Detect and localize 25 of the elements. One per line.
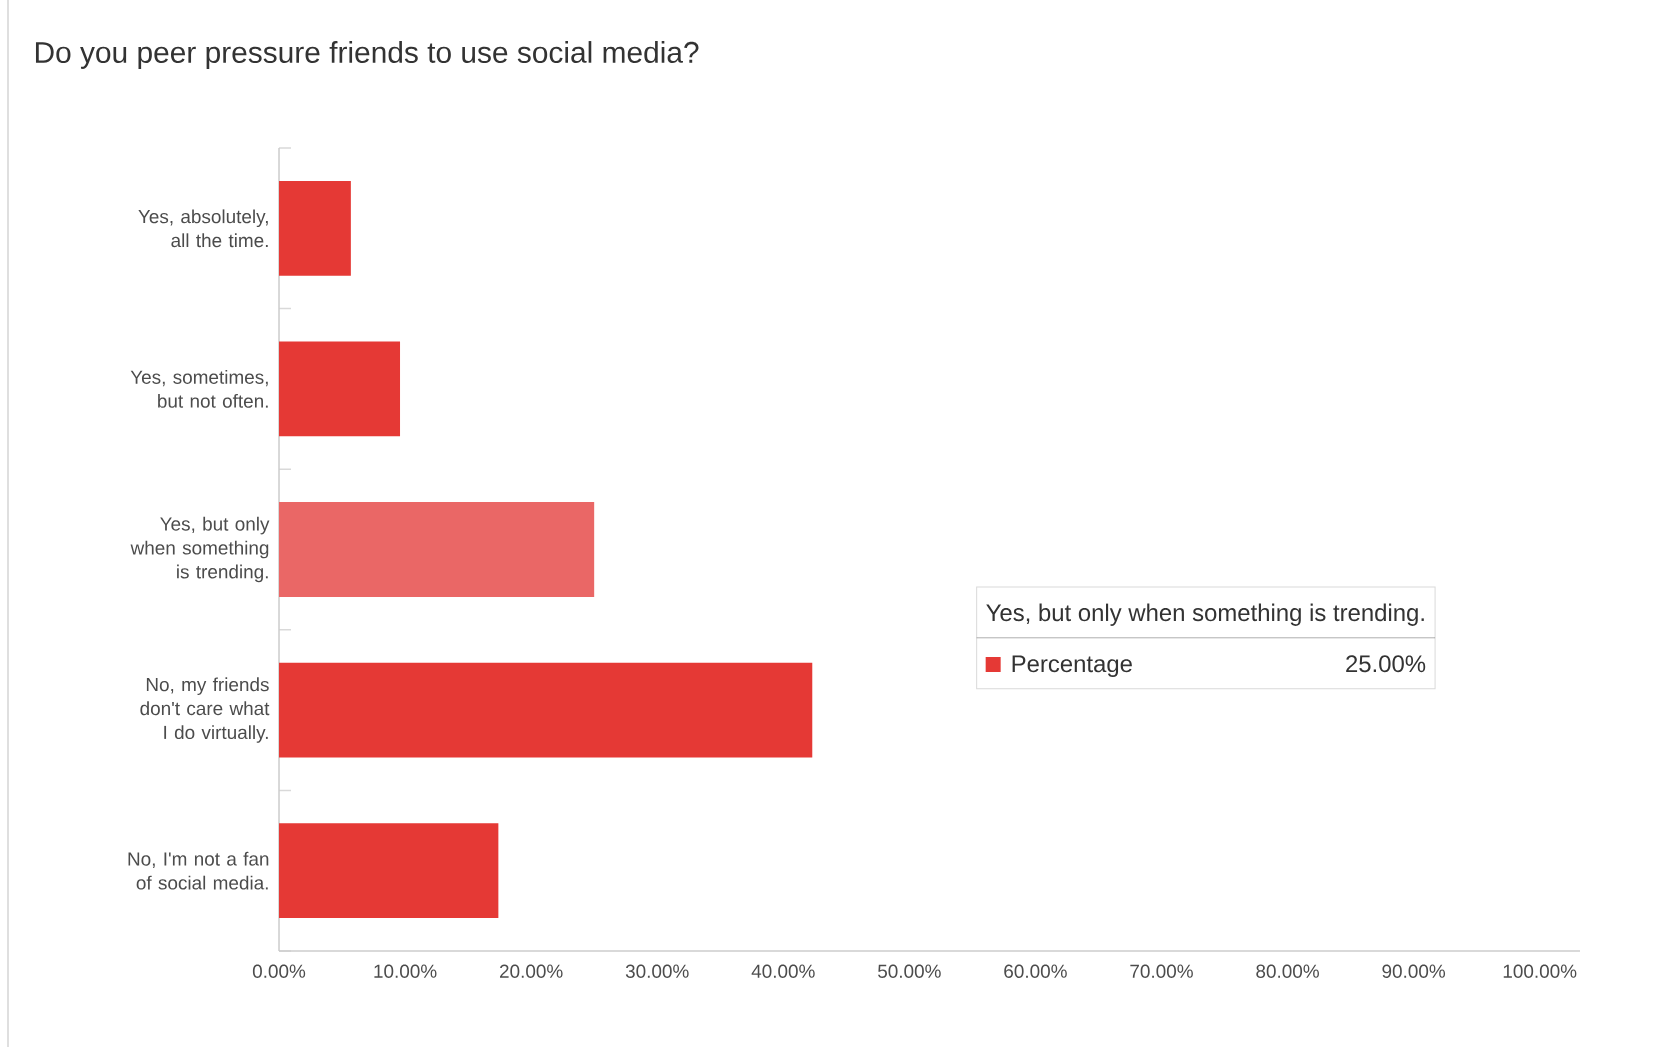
x-tick-label: 10.00%: [374, 964, 437, 978]
y-tick-label: Yes, but only when something is trending.: [130, 516, 270, 583]
x-tick-label: 80.00%: [1256, 964, 1319, 978]
x-tick-label: 90.00%: [1382, 964, 1446, 978]
y-tick-label: No, my friends don't care what I do virtually.: [140, 677, 270, 743]
y-tick-label: Yes, absolutely, all the time.: [138, 209, 268, 248]
bar: [279, 502, 595, 597]
bar: [279, 341, 401, 437]
x-tick-label: 20.00%: [499, 964, 563, 978]
annotation: Yes, but only when something is trending.: [986, 603, 1424, 626]
x-tick-label: 70.00%: [1130, 964, 1193, 978]
chart-title: Do you peer pressure friends to use social media?: [35, 41, 699, 69]
x-tick-label: 40.00%: [751, 964, 815, 978]
x-tick-label: 30.00%: [625, 964, 689, 978]
x-tick-label: 60.00%: [1004, 964, 1067, 978]
x-tick-label: 50.00%: [878, 964, 941, 978]
y-tick-label: Yes, sometimes, but not often.: [130, 369, 268, 408]
x-tick-label: 0.00%: [252, 964, 306, 978]
legend-label: Percentage: [1012, 655, 1132, 677]
annotation: 25.00%: [1346, 655, 1426, 673]
bar: [279, 823, 499, 919]
y-tick-label: No, I'm not a fan of social media.: [128, 851, 269, 890]
bar: [279, 180, 351, 276]
x-tick-label: 100.00%: [1503, 964, 1577, 978]
bar: [279, 662, 813, 758]
